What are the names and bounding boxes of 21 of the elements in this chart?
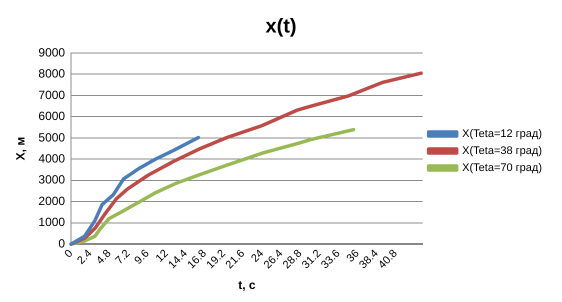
- y-tick-label: 9000: [38, 45, 66, 60]
- x-axis-title: t, c: [238, 278, 256, 292]
- legend-label: X(Teta=70 град): [462, 162, 542, 174]
- y-tick-label: 6000: [38, 109, 66, 124]
- y-tick-label: 4000: [38, 151, 66, 166]
- y-tick-label: 5000: [38, 130, 66, 144]
- legend-label: X(Teta=12 град): [462, 128, 542, 140]
- y-tick-label: 3000: [38, 172, 66, 187]
- x-tick-label: 0: [62, 248, 76, 260]
- y-tick-label: 2000: [38, 194, 66, 208]
- y-tick-label: 1000: [38, 215, 66, 230]
- y-tick-label: 7000: [38, 88, 66, 102]
- y-tick-label: 8000: [38, 66, 66, 81]
- x-tick-label: 7.2: [113, 248, 133, 267]
- x-tick-label: 9.6: [132, 248, 152, 267]
- y-axis-title: X, м: [14, 136, 28, 160]
- y-tick-label: 0: [58, 236, 66, 250]
- x-tick-label: 2.4: [75, 248, 94, 267]
- x-tick-label: 4.8: [94, 248, 114, 267]
- legend-label: X(Teta=38 град): [462, 145, 542, 158]
- chart-title: x(t): [265, 16, 297, 38]
